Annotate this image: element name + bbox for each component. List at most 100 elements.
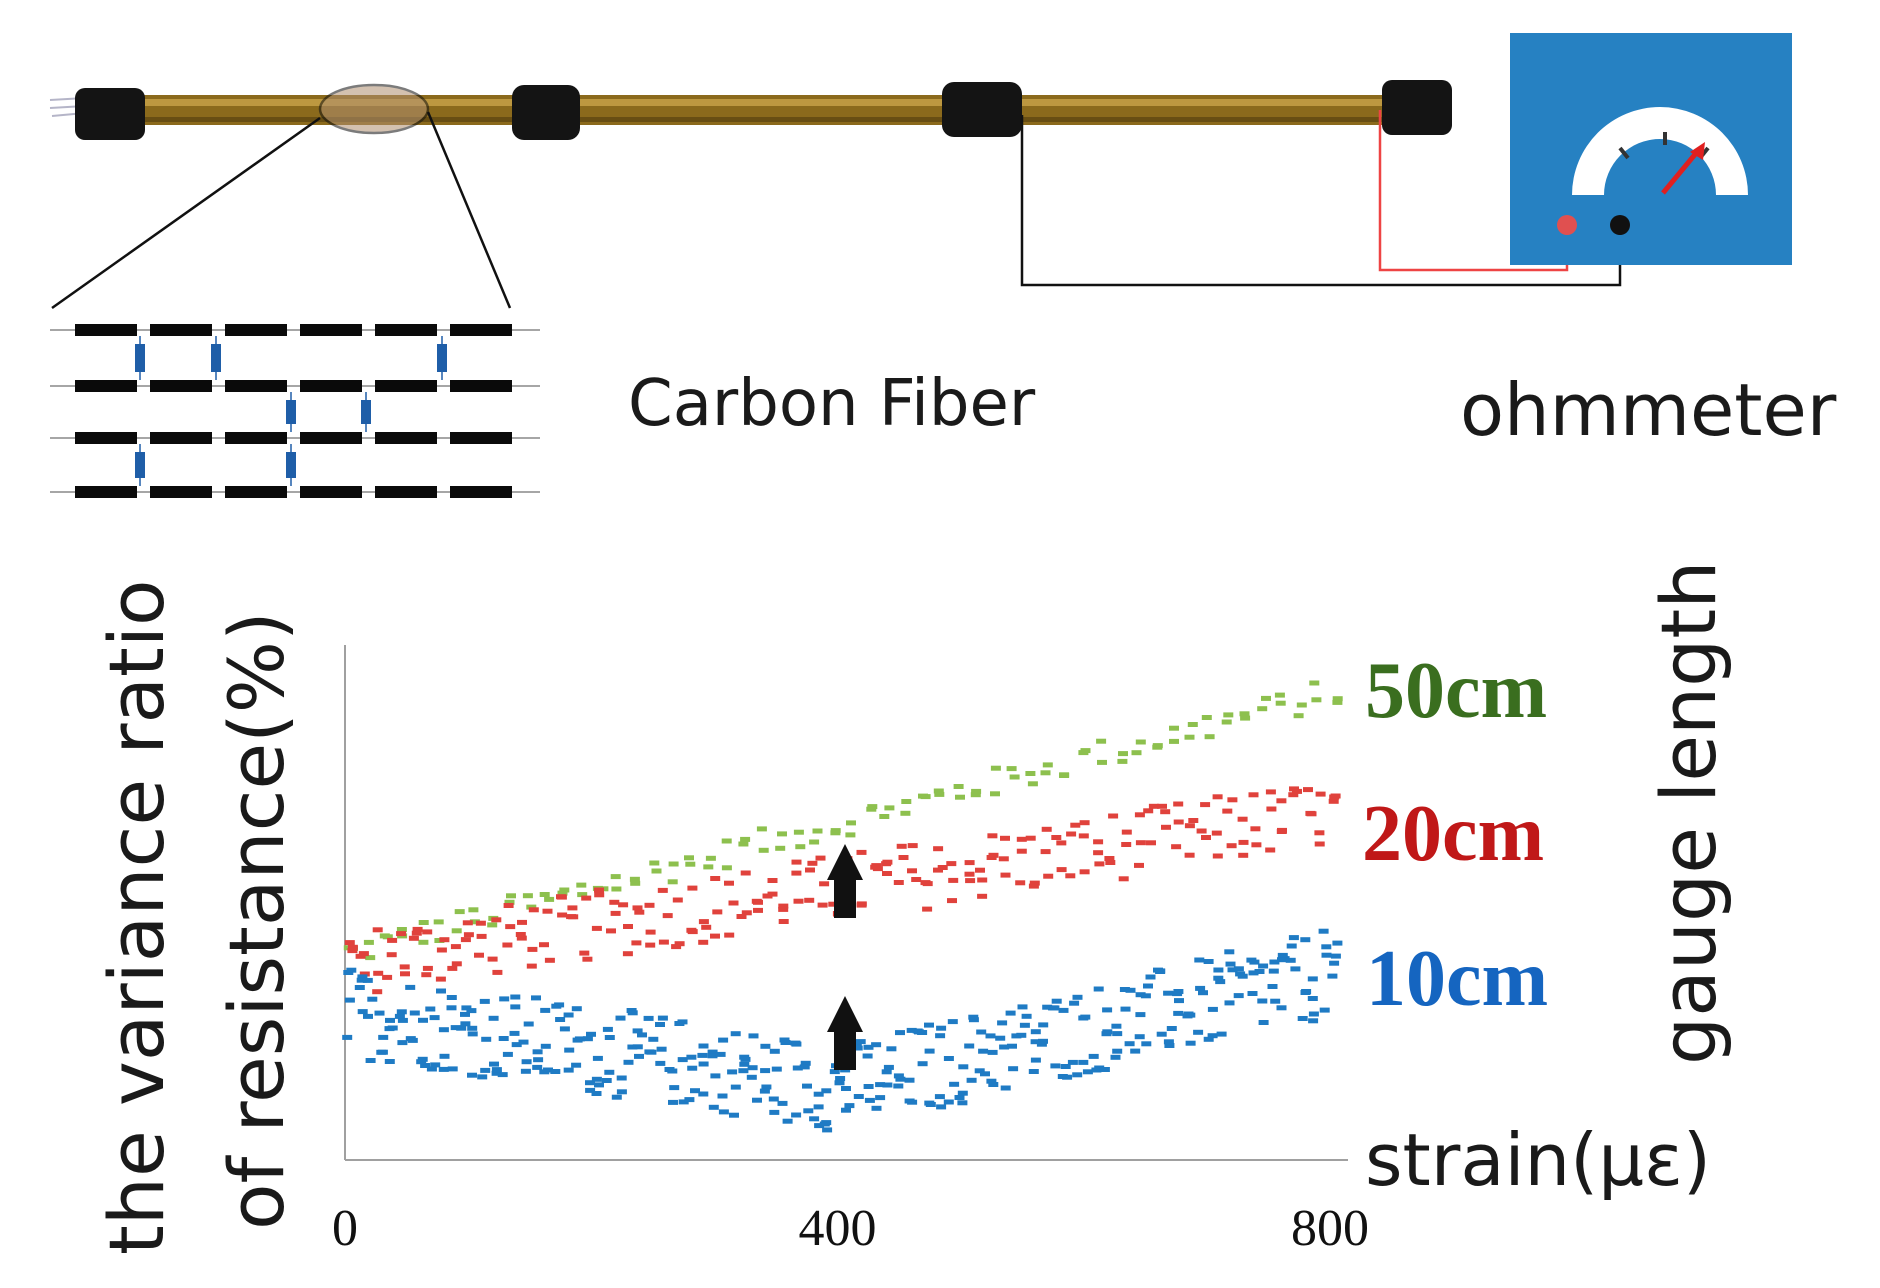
point-20cm-223 [1314,841,1325,847]
point-10cm-184 [821,1088,832,1094]
clamp-3 [942,82,1022,137]
point-10cm-284 [1082,1069,1093,1075]
point-20cm-142 [964,860,975,866]
point-10cm-365 [1288,935,1299,941]
point-10cm-339 [1215,979,1226,985]
point-20cm-212 [1265,789,1276,795]
point-50cm-77 [1027,781,1038,787]
point-20cm-75 [674,941,685,947]
point-10cm-376 [1321,952,1332,958]
point-50cm-26 [576,882,587,888]
point-20cm-159 [1040,849,1051,855]
point-10cm-202 [863,1044,874,1050]
point-50cm-98 [1221,719,1232,725]
point-10cm-237 [958,1064,969,1070]
point-20cm-82 [698,939,709,945]
point-10cm-335 [1207,1006,1218,1012]
point-10cm-231 [936,1104,947,1110]
point-10cm-274 [1051,998,1062,1004]
point-20cm-30 [474,952,484,958]
point-20cm-58 [591,925,602,931]
point-10cm-104 [616,1089,627,1095]
point-20cm-67 [631,940,642,946]
point-10cm-49 [467,1072,477,1078]
point-10cm-353 [1254,969,1265,974]
point-10cm-151 [730,1084,741,1090]
point-10cm-294 [1102,1029,1113,1035]
point-50cm-92 [1169,738,1179,744]
point-10cm-352 [1257,998,1268,1004]
point-20cm-131 [907,843,918,849]
point-10cm-291 [1093,986,1104,992]
point-10cm-153 [738,1068,749,1074]
point-10cm-299 [1112,1048,1123,1054]
point-10cm-71 [521,1059,532,1065]
point-10cm-158 [752,1097,762,1103]
point-20cm-27 [460,937,471,943]
data-points [342,680,1343,1133]
point-10cm-67 [509,1030,520,1036]
point-50cm-47 [756,826,767,832]
point-10cm-375 [1307,996,1318,1001]
point-10cm-115 [632,1044,643,1050]
point-10cm-363 [1276,1005,1287,1011]
point-50cm-55 [830,830,841,836]
point-20cm-220 [1306,811,1317,817]
point-10cm-257 [1005,1010,1016,1016]
x-ticks: 0 400 800 [332,1200,1369,1257]
point-10cm-276 [1058,1007,1069,1013]
point-20cm-194 [1184,823,1195,829]
point-10cm-185 [822,1127,833,1133]
point-10cm-219 [907,1099,918,1105]
point-20cm-183 [1146,840,1156,846]
point-10cm-140 [708,1104,719,1110]
point-10cm-149 [730,1031,741,1037]
point-10cm-167 [769,1109,780,1115]
point-10cm-91 [571,1062,582,1068]
meter-dial-icon [1572,107,1748,195]
point-20cm-97 [767,891,778,897]
point-10cm-275 [1049,1005,1060,1011]
point-20cm-122 [872,866,883,872]
point-10cm-209 [886,1046,897,1052]
point-10cm-343 [1225,961,1236,967]
point-20cm-224 [1315,791,1326,797]
point-10cm-162 [759,1088,770,1094]
point-20cm-44 [528,907,539,913]
point-20cm-186 [1157,803,1167,809]
point-20cm-153 [1015,880,1026,886]
point-20cm-46 [544,957,555,963]
point-50cm-11 [433,919,444,925]
point-10cm-232 [949,1081,960,1087]
series-label-20cm: 20cm [1362,790,1544,878]
point-10cm-336 [1213,975,1224,981]
point-10cm-87 [559,1026,570,1032]
point-50cm-81 [1059,772,1070,778]
point-10cm-205 [875,1082,886,1088]
point-20cm-199 [1211,830,1222,836]
point-20cm-175 [1108,813,1119,819]
point-10cm-82 [550,1069,561,1074]
series-label-50cm: 50cm [1365,647,1547,735]
point-50cm-8 [418,939,429,945]
point-10cm-230 [935,1033,946,1039]
point-50cm-65 [920,794,931,800]
point-20cm-144 [977,893,988,899]
point-20cm-150 [998,856,1009,862]
point-10cm-203 [862,1053,873,1059]
point-20cm-43 [526,963,537,969]
point-10cm-90 [571,1006,582,1012]
point-50cm-35 [651,868,662,874]
point-50cm-101 [1240,715,1251,721]
point-20cm-197 [1196,828,1207,834]
point-10cm-349 [1247,991,1258,996]
point-10cm-85 [563,1067,574,1073]
point-20cm-70 [645,929,656,935]
point-50cm-97 [1204,734,1215,740]
point-10cm-141 [707,1049,718,1055]
point-10cm-160 [761,1084,772,1090]
point-20cm-139 [948,877,959,883]
point-20cm-143 [964,871,975,877]
point-50cm-108 [1309,680,1320,686]
point-50cm-106 [1293,713,1304,719]
